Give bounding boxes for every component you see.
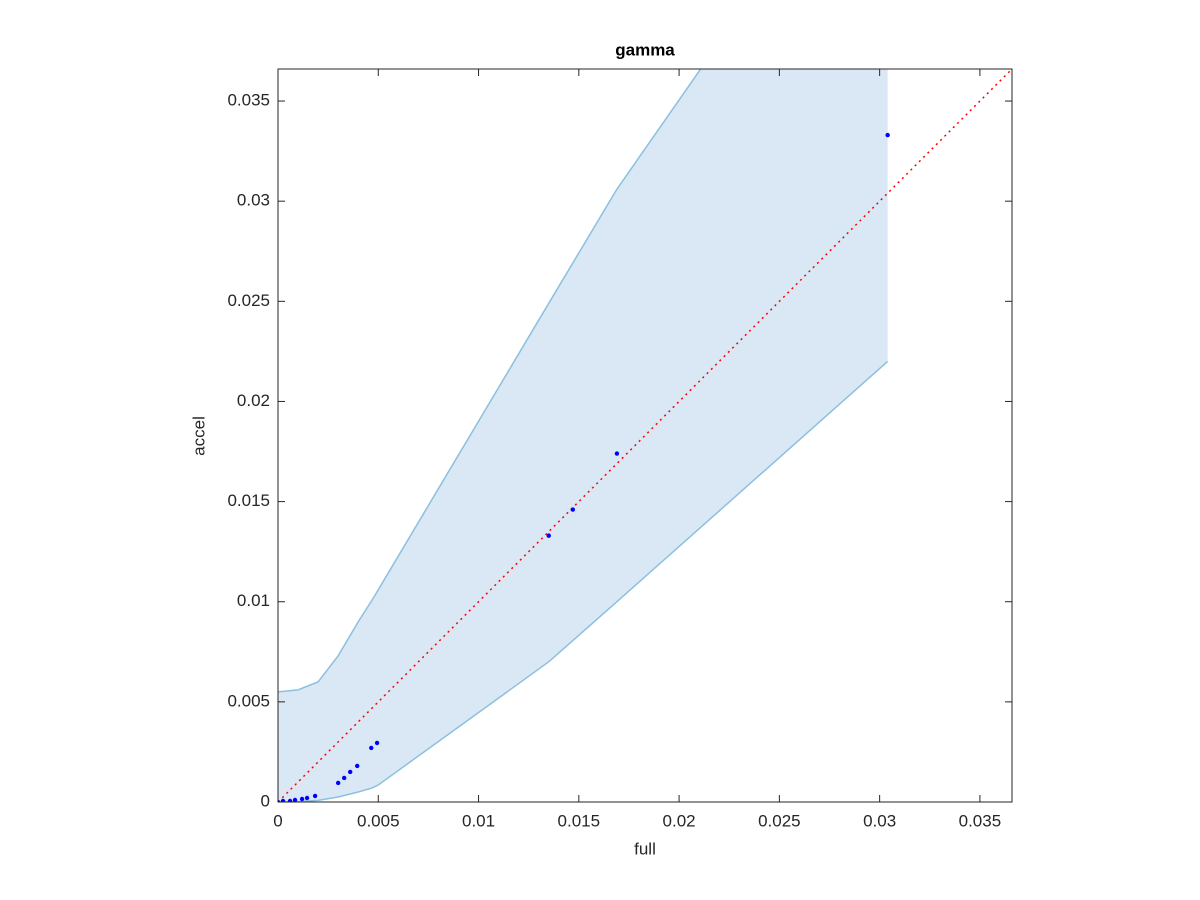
data-point	[570, 507, 576, 512]
x-tick-label: 0.02	[663, 811, 696, 830]
y-tick-label: 0.005	[227, 691, 270, 710]
y-tick-label: 0.02	[237, 391, 270, 410]
y-tick-label: 0.025	[227, 291, 270, 310]
data-point	[287, 798, 293, 802]
y-tick-label: 0.035	[227, 91, 270, 110]
plot-area	[278, 69, 1012, 802]
axes-box	[277, 68, 1013, 803]
data-point	[304, 795, 310, 801]
data-point	[278, 799, 281, 802]
y-axis-label: accel	[189, 416, 208, 456]
data-point	[299, 796, 305, 802]
x-tick-label: 0.015	[558, 811, 601, 830]
x-tick-label: 0.035	[959, 811, 1002, 830]
x-tick-label: 0.025	[758, 811, 801, 830]
x-tick-label: 0.005	[357, 811, 400, 830]
y-tick-label: 0	[261, 791, 270, 810]
data-point	[355, 763, 360, 769]
data-point	[335, 780, 341, 786]
data-point	[341, 775, 347, 781]
confidence-band	[278, 69, 888, 802]
chart-title: gamma	[615, 40, 675, 59]
band-upper-line	[278, 69, 702, 693]
x-tick-label: 0.01	[462, 811, 495, 830]
data-point	[546, 533, 551, 538]
data-point	[614, 451, 620, 456]
band-lower-line	[278, 360, 889, 802]
data-point	[885, 132, 890, 138]
data-point	[347, 769, 353, 775]
data-point	[374, 740, 380, 746]
y-tick-label: 0.015	[227, 491, 270, 510]
data-point	[369, 745, 374, 751]
data-point	[292, 797, 298, 802]
data-point	[312, 793, 318, 799]
data-point	[280, 798, 286, 802]
x-axis-label: full	[634, 839, 656, 858]
x-tick-label: 0	[273, 811, 282, 830]
reference-line	[278, 69, 1012, 802]
y-tick-label: 0.01	[237, 591, 270, 610]
y-tick-label: 0.03	[237, 191, 270, 210]
x-tick-label: 0.03	[863, 811, 896, 830]
